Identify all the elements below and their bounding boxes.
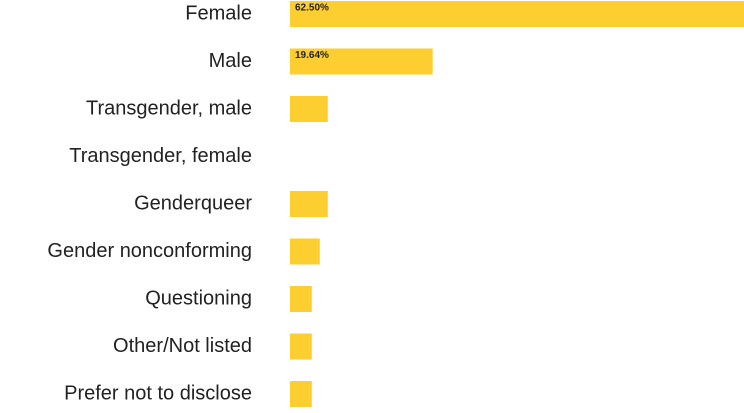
category-label: Other/Not listed (113, 335, 252, 357)
bar (290, 96, 328, 122)
category-label: Questioning (145, 287, 252, 309)
bar (290, 286, 312, 312)
category-label: Genderqueer (134, 192, 252, 214)
bar (290, 191, 328, 217)
bar (290, 1, 744, 27)
value-label: 19.64% (295, 50, 329, 61)
bar (290, 48, 433, 75)
bar (290, 333, 312, 360)
category-label: Transgender, male (86, 97, 252, 119)
category-label: Transgender, female (69, 145, 252, 167)
category-label: Male (209, 50, 252, 72)
value-label: 62.50% (295, 3, 329, 14)
category-label: Gender nonconforming (47, 240, 252, 262)
category-label: Female (185, 2, 252, 24)
bar (290, 381, 312, 407)
category-label: Prefer not to disclose (64, 382, 252, 404)
bar (290, 238, 320, 265)
